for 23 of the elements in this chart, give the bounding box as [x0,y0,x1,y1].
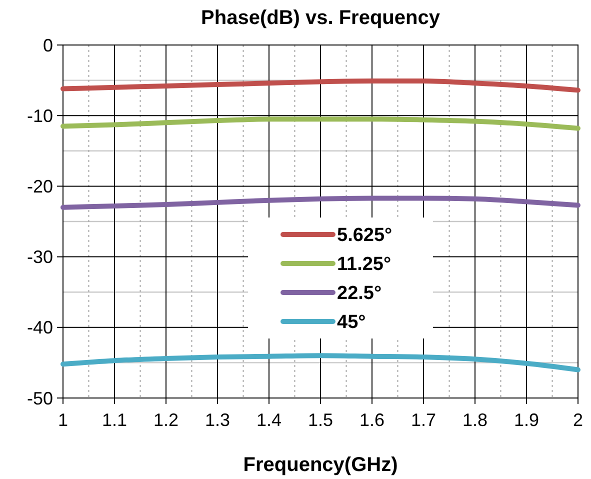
x-tick-label: 1 [58,410,68,430]
y-tick-label: -40 [26,318,53,338]
x-tick-label: 1.5 [308,410,334,430]
chart-title: Phase(dB) vs. Frequency [201,7,441,29]
legend-label: 5.625° [337,225,392,246]
y-tick-label: -10 [26,106,53,126]
legend-label: 45° [337,312,366,334]
y-tick-label: 0 [42,35,53,56]
x-tick-label: 2 [572,410,584,430]
x-tick-label: 1.8 [462,410,488,430]
x-tick-label: 1.7 [410,410,436,430]
y-tick-label: -20 [26,176,53,196]
x-tick-label: 1.3 [204,410,230,430]
x-axis-title: Frequency(GHz) [243,454,398,476]
x-tick-label: 1.1 [102,410,128,430]
legend-label: 22.5° [337,283,382,304]
x-tick-label: 1.9 [514,410,540,430]
x-tick-label: 1.4 [256,410,282,430]
x-tick-label: 1.2 [153,410,179,430]
legend-label: 11.25° [337,254,392,276]
y-tick-label: -50 [26,388,53,408]
x-tick-label: 1.6 [359,410,385,430]
y-tick-label: -30 [26,247,53,268]
